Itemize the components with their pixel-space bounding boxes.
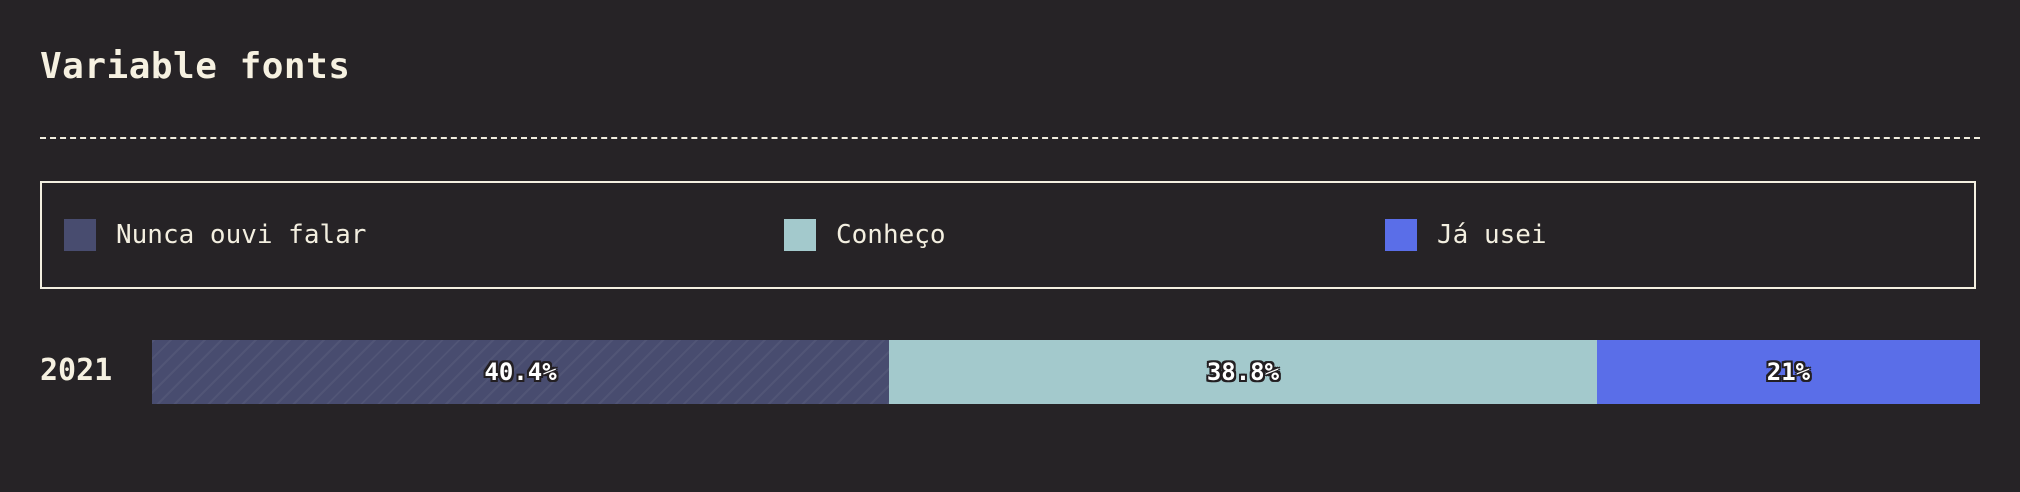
bar-segment-ja-usei: 21%	[1596, 340, 1980, 404]
legend-swatch	[1385, 219, 1417, 251]
legend-label: Nunca ouvi falar	[116, 220, 367, 250]
bar-segment-conheco: 38.8%	[889, 340, 1597, 404]
legend-item-nunca-ouvi-falar: Nunca ouvi falar	[64, 183, 366, 287]
data-label: 38.8%	[1206, 358, 1280, 386]
legend-label: Conheço	[836, 220, 946, 250]
legend-item-ja-usei: Já usei	[1385, 183, 1547, 287]
legend: Nunca ouvi falar Conheço Já usei	[40, 181, 1976, 289]
legend-swatch	[64, 219, 96, 251]
row-label-2021: 2021	[40, 353, 113, 388]
chart-title: Variable fonts	[40, 46, 351, 87]
legend-item-conheco: Conheço	[784, 183, 946, 287]
stacked-bar-2021: 40.4% 38.8% 21%	[152, 340, 1980, 404]
title-divider	[40, 137, 1980, 139]
legend-swatch	[784, 219, 816, 251]
data-label: 21%	[1766, 358, 1811, 386]
bar-segment-nunca-ouvi-falar: 40.4%	[152, 340, 890, 404]
data-label: 40.4%	[484, 358, 557, 386]
legend-label: Já usei	[1437, 220, 1547, 250]
